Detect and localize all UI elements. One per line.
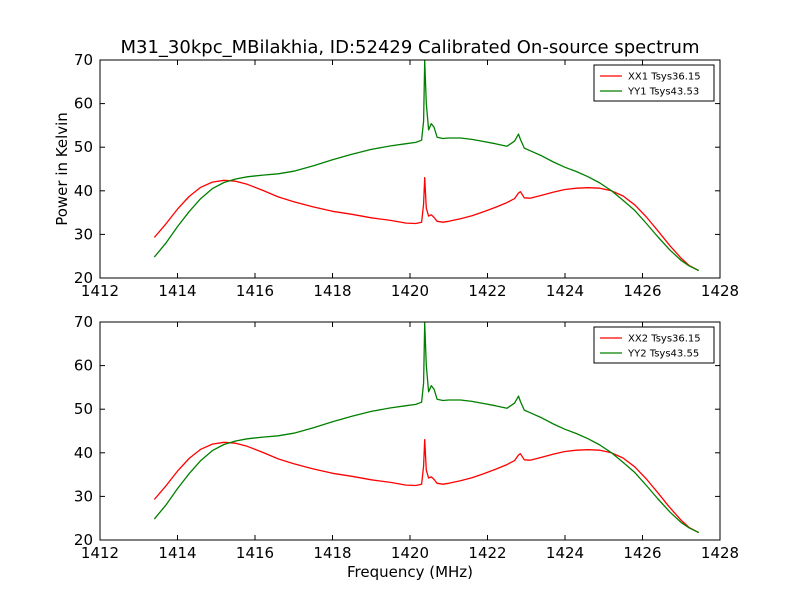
- x-tick-label: 1420: [391, 544, 429, 562]
- y-tick-label: 60: [74, 357, 93, 375]
- y-tick-label: 40: [74, 182, 93, 200]
- x-tick-label: 1412: [81, 544, 119, 562]
- legend-label: YY1 Tsys43.53: [627, 87, 699, 98]
- x-tick-label: 1418: [313, 282, 351, 300]
- plot-panel-2: 1412 1414 1416 1418 1420 1422 1424 1426 1428 20 30…: [74, 313, 739, 562]
- y-tick-label: 50: [74, 138, 93, 156]
- x-tick-label: 1422: [468, 282, 506, 300]
- y-tick-label: 30: [74, 225, 93, 243]
- x-tick-label: 1416: [236, 282, 274, 300]
- x-tick-label: 1418: [313, 544, 351, 562]
- x-tick-label: 1424: [546, 544, 584, 562]
- x-tick-label: 1412: [81, 282, 119, 300]
- y-tick-label: 50: [74, 400, 93, 418]
- x-tick-label: 1428: [701, 544, 739, 562]
- legend-box: [593, 64, 715, 102]
- series-line-yy2: [153, 322, 699, 534]
- x-tick-label: 1422: [468, 544, 506, 562]
- x-tick-label: 1414: [158, 282, 196, 300]
- y-tick-label: 30: [74, 487, 93, 505]
- y-tick-label: 20: [74, 269, 93, 287]
- figure-title: M31_30kpc_MBilakhia, ID:52429 Calibrated…: [121, 37, 700, 58]
- x-tick-label: 1426: [623, 544, 661, 562]
- series-line-yy1: [153, 60, 699, 272]
- y-tick-label: 20: [74, 531, 93, 549]
- x-tick-label: 1426: [623, 282, 661, 300]
- legend: XX1 Tsys36.15 YY1 Tsys43.53: [593, 64, 715, 102]
- legend-label: XX1 Tsys36.15: [628, 72, 701, 83]
- x-axis-label: Frequency (MHz): [347, 563, 473, 581]
- plot-panel-1: 1412 1414 1416 1418 1420 1422 1424 1426 1428 20 30…: [74, 51, 739, 300]
- x-tick-label: 1424: [546, 282, 584, 300]
- series-line-xx1: [153, 177, 700, 272]
- legend: XX2 Tsys36.15 YY2 Tsys43.55: [593, 326, 715, 364]
- legend-box: [593, 326, 715, 364]
- x-tick-label: 1414: [158, 544, 196, 562]
- y-tick-label: 60: [74, 95, 93, 113]
- plot-panels: 1412 1414 1416 1418 1420 1422 1424 1426 1428 20 30…: [74, 51, 739, 562]
- y-tick-label: 70: [74, 51, 93, 69]
- x-tick-label: 1416: [236, 544, 274, 562]
- y-tick-label: 40: [74, 444, 93, 462]
- x-tick-label: 1428: [701, 282, 739, 300]
- series-line-xx2: [153, 439, 700, 534]
- x-tick-label: 1420: [391, 282, 429, 300]
- legend-label: YY2 Tsys43.55: [627, 349, 699, 360]
- y-axis-label: Power in Kelvin: [53, 112, 71, 226]
- y-tick-label: 70: [74, 313, 93, 331]
- legend-label: XX2 Tsys36.15: [628, 334, 701, 345]
